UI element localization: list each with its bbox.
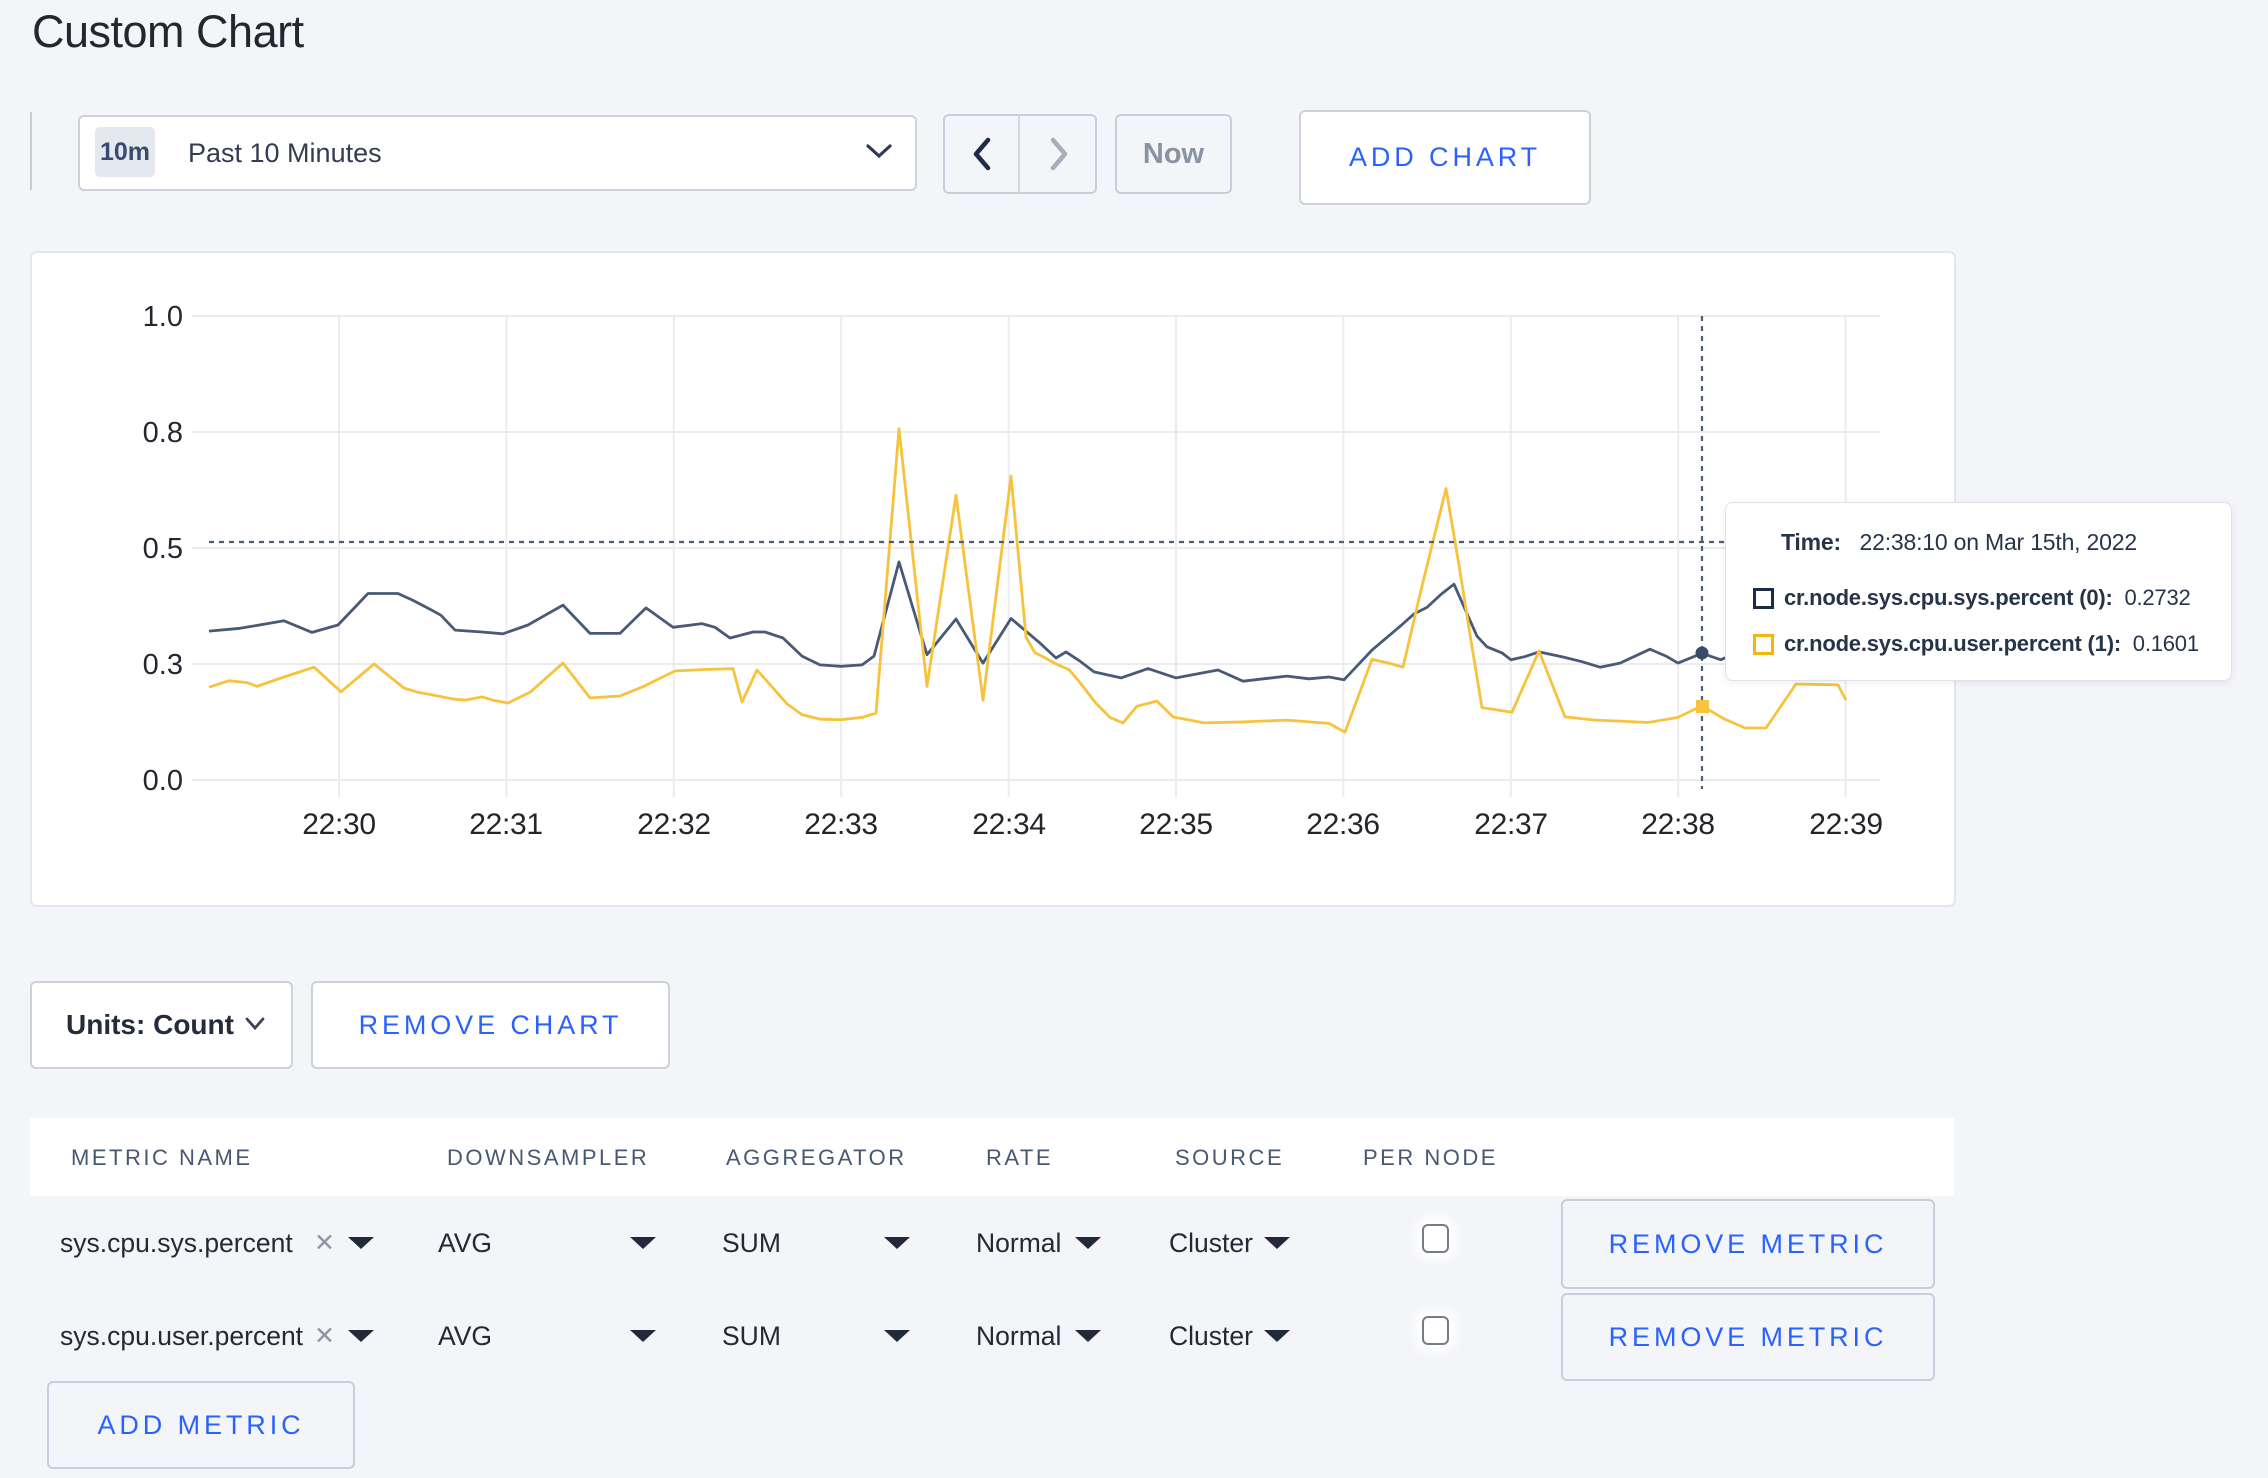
svg-text:22:33: 22:33 [804,808,878,841]
svg-text:1.0: 1.0 [143,301,183,333]
svg-text:22:34: 22:34 [972,808,1046,841]
svg-text:22:30: 22:30 [302,808,376,841]
svg-text:0.0: 0.0 [143,765,183,797]
svg-text:0.8: 0.8 [143,417,183,449]
svg-text:0.5: 0.5 [143,533,183,565]
svg-text:0.3: 0.3 [143,649,183,681]
svg-text:22:39: 22:39 [1809,808,1883,841]
svg-text:22:38: 22:38 [1641,808,1715,841]
svg-text:22:31: 22:31 [469,808,543,841]
svg-text:22:36: 22:36 [1306,808,1380,841]
svg-text:22:32: 22:32 [637,808,711,841]
svg-text:22:35: 22:35 [1139,808,1213,841]
svg-text:22:37: 22:37 [1474,808,1548,841]
